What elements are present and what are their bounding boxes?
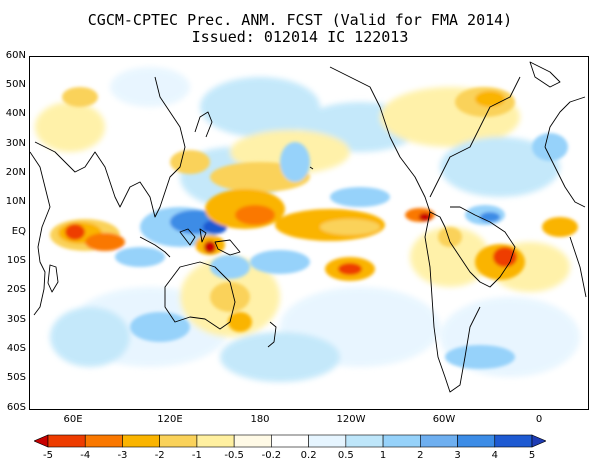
anomaly-field	[35, 67, 580, 382]
lat-label-10s: 10S	[6, 255, 26, 266]
colorbar-box	[494, 434, 533, 448]
lon-label-120e: 120E	[157, 414, 183, 425]
lat-label-10n: 10N	[5, 196, 26, 207]
colorbar-label: -2	[154, 450, 165, 461]
colorbar-label: -5	[43, 450, 53, 461]
colorbar-box	[47, 434, 86, 448]
lon-label-60e: 60E	[63, 414, 83, 425]
lat-label-40n: 40N	[5, 108, 26, 119]
colorbar-box	[457, 434, 496, 448]
colorbar-right-arrow	[531, 434, 546, 448]
colorbar-label: 2	[417, 450, 424, 461]
lon-label-60w: 60W	[432, 414, 456, 425]
lat-label-40s: 40S	[6, 343, 26, 354]
colorbar-label: 0.5	[337, 450, 354, 461]
colorbar-label: 3	[454, 450, 461, 461]
lat-label-50n: 50N	[5, 79, 26, 90]
lat-label-60s: 60S	[6, 402, 26, 413]
colorbar	[34, 434, 546, 448]
colorbar-box	[84, 434, 123, 448]
coastlines	[30, 61, 587, 393]
colorbar-label: -0.2	[261, 450, 282, 461]
map-subtitle: Issued: 012014 IC 122013	[191, 28, 409, 46]
lat-label-30s: 30S	[6, 314, 26, 325]
colorbar-label: -4	[80, 450, 91, 461]
colorbar-box	[159, 434, 198, 448]
lat-label-20s: 20S	[6, 284, 26, 295]
colorbar-box	[233, 434, 272, 448]
colorbar-label: -0.5	[224, 450, 244, 461]
colorbar-label: 0.2	[300, 450, 317, 461]
colorbar-box	[345, 434, 384, 448]
lat-label-30n: 30N	[5, 138, 26, 149]
lon-label-180: 180	[250, 414, 270, 425]
colorbar-box	[308, 434, 347, 448]
colorbar-label: -3	[117, 450, 128, 461]
colorbar-label: 4	[491, 450, 498, 461]
colorbar-box	[122, 434, 160, 448]
lon-label-120w: 120W	[336, 414, 366, 425]
colorbar-left-arrow	[34, 434, 49, 448]
colorbar-box	[271, 434, 309, 448]
colorbar-label: 1	[379, 450, 387, 461]
lat-label-20n: 20N	[5, 167, 26, 178]
colorbar-box	[382, 434, 421, 448]
lat-label-50s: 50S	[6, 372, 26, 383]
colorbar-label: -1	[191, 450, 202, 461]
lon-label-0: 0	[535, 414, 543, 425]
colorbar-box	[196, 434, 235, 448]
precipitation-anomaly-map	[29, 56, 589, 410]
lat-label-60n: 60N	[5, 50, 26, 61]
lat-label-eq: EQ	[11, 226, 26, 237]
map-title: CGCM-CPTEC Prec. ANM. FCST (Valid for FM…	[87, 11, 513, 29]
colorbar-box	[420, 434, 458, 448]
map-canvas	[30, 61, 587, 393]
colorbar-label: 5	[528, 450, 536, 461]
